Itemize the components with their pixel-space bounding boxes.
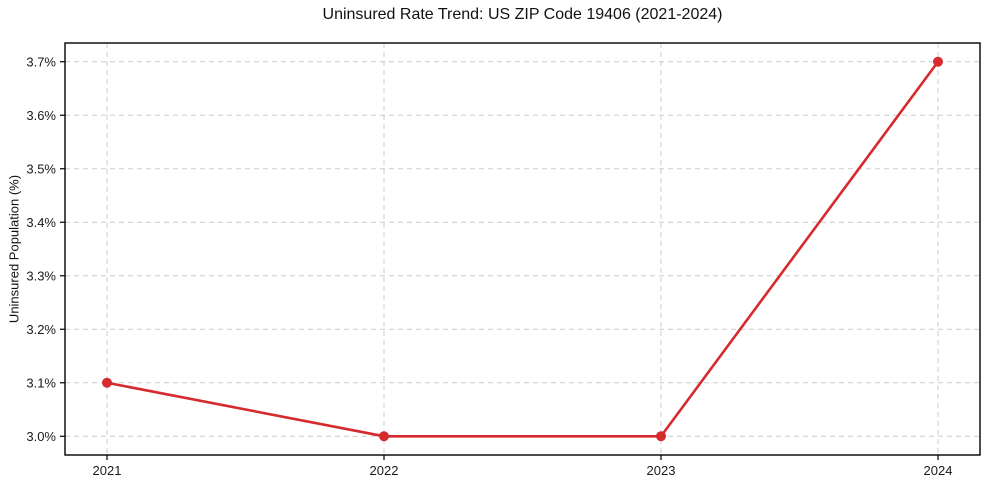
trend-line [105, 60, 940, 438]
chart-title: Uninsured Rate Trend: US ZIP Code 19406 … [322, 6, 723, 23]
y-tick-label: 3.7% [26, 54, 56, 69]
data-point [379, 431, 389, 442]
x-tick-label: 2024 [924, 463, 953, 478]
x-tick-label: 2022 [370, 463, 399, 478]
data-point [933, 56, 943, 67]
data-point [656, 431, 666, 442]
y-tick-label: 3.6% [26, 108, 56, 123]
data-point [102, 377, 112, 388]
y-tick-label: 3.3% [26, 268, 56, 283]
x-tick-label: 2021 [93, 463, 122, 478]
y-tick-label: 3.2% [26, 322, 56, 337]
y-tick-label: 3.0% [26, 429, 56, 444]
plot-frame [64, 42, 981, 456]
y-tick-label: 3.4% [26, 215, 56, 230]
x-tick-label: 2023 [647, 463, 676, 478]
y-tick-label: 3.1% [26, 375, 56, 390]
y-tick-label: 3.5% [26, 161, 56, 176]
